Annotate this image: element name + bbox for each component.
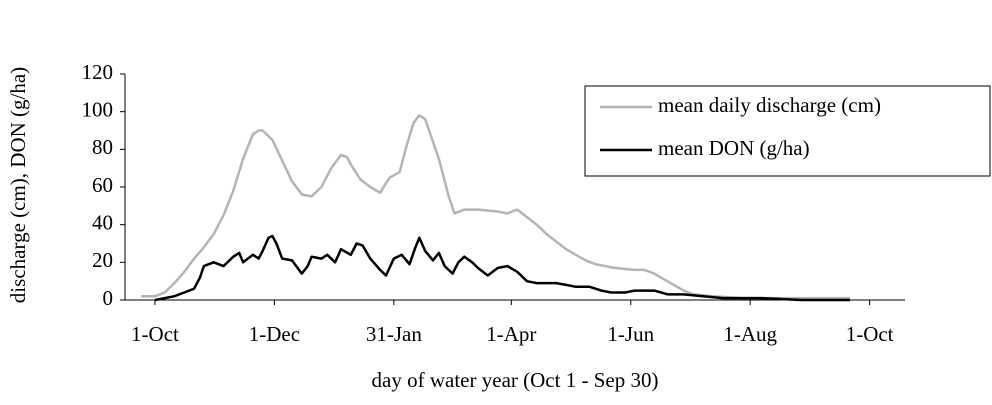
x-tick-label: 1-Apr <box>486 322 536 346</box>
y-tick-label: 120 <box>82 60 114 84</box>
y-tick-label: 80 <box>92 135 113 159</box>
y-tick-label: 20 <box>92 248 113 272</box>
y-tick-label: 0 <box>103 286 114 310</box>
y-tick-label: 60 <box>92 173 113 197</box>
series-line <box>154 234 850 302</box>
x-axis-label: day of water year (Oct 1 - Sep 30) <box>372 368 659 392</box>
x-tick-label: 31-Jan <box>366 322 422 346</box>
y-tick-label: 40 <box>92 210 113 234</box>
x-tick-label: 1-Aug <box>723 322 777 346</box>
x-tick-label: 1-Oct <box>131 322 179 346</box>
series-line <box>141 114 850 300</box>
y-axis-label: discharge (cm), DON (g/ha) <box>6 67 30 303</box>
legend-label: mean daily discharge (cm) <box>658 93 881 117</box>
legend-label: mean DON (g/ha) <box>658 136 810 160</box>
x-tick-label: 1-Dec <box>249 322 300 346</box>
legend-box <box>584 85 991 177</box>
x-tick-label: 1-Oct <box>846 322 894 346</box>
x-tick-label: 1-Jun <box>607 322 654 346</box>
y-tick-label: 100 <box>82 97 114 121</box>
